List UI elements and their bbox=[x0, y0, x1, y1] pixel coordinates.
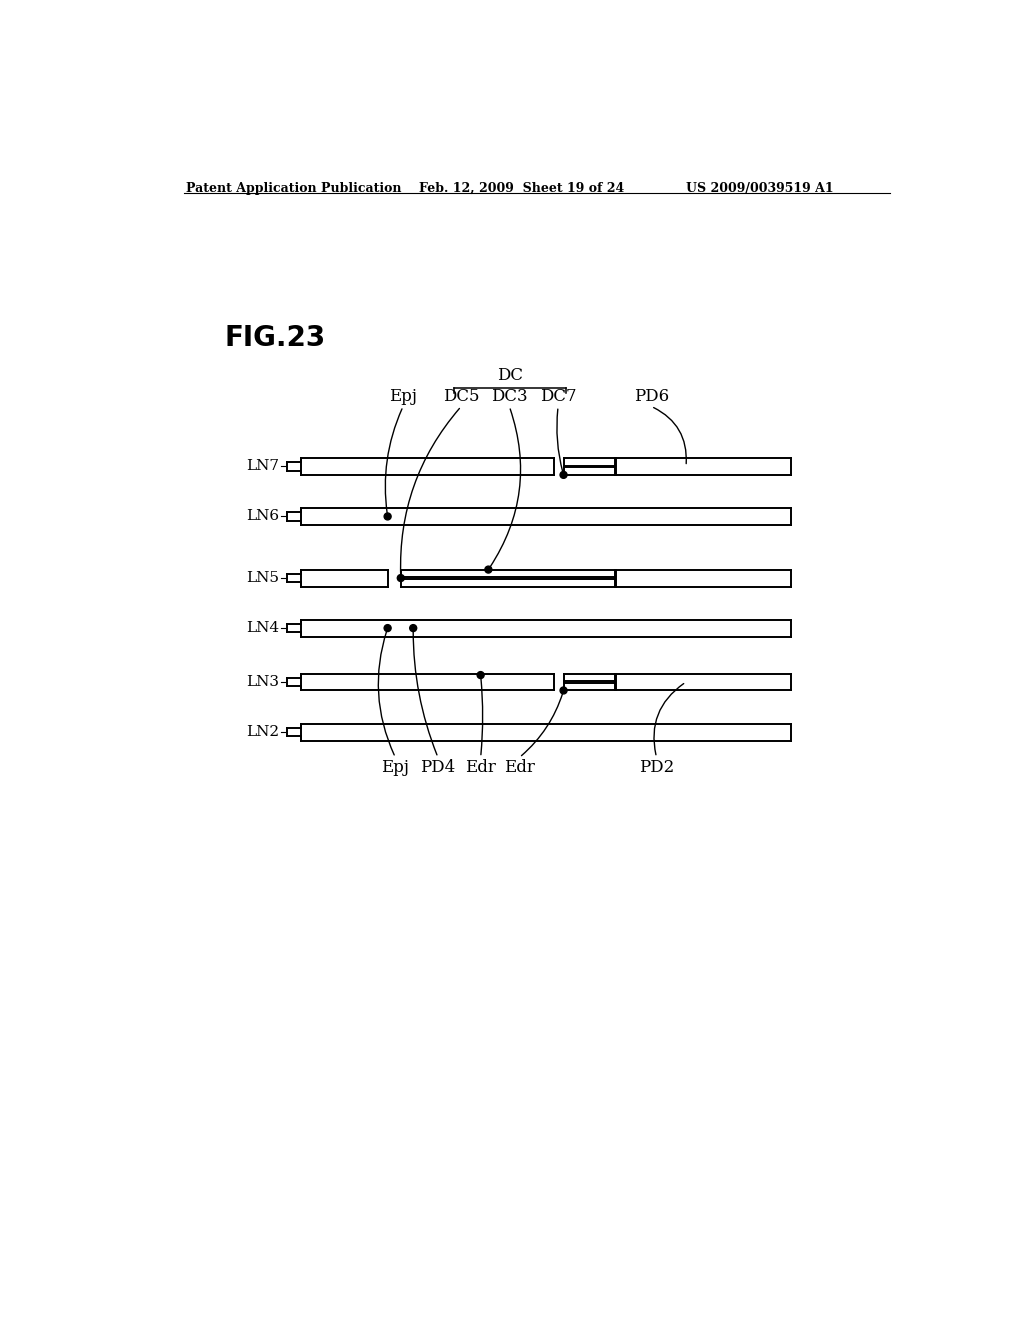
Text: US 2009/0039519 A1: US 2009/0039519 A1 bbox=[686, 182, 834, 194]
Text: LN4: LN4 bbox=[246, 622, 280, 635]
Circle shape bbox=[410, 624, 417, 631]
Text: Patent Application Publication: Patent Application Publication bbox=[186, 182, 401, 194]
Text: DC: DC bbox=[497, 367, 522, 384]
Circle shape bbox=[384, 513, 391, 520]
Text: Epj: Epj bbox=[389, 388, 417, 405]
Text: DC7: DC7 bbox=[540, 388, 577, 405]
Text: Edr: Edr bbox=[465, 759, 496, 776]
Text: LN3: LN3 bbox=[246, 675, 280, 689]
Circle shape bbox=[397, 574, 404, 582]
Circle shape bbox=[560, 471, 567, 478]
Text: DC3: DC3 bbox=[490, 388, 527, 405]
Text: PD2: PD2 bbox=[639, 759, 674, 776]
Circle shape bbox=[384, 624, 391, 631]
Circle shape bbox=[560, 686, 567, 694]
Text: LN7: LN7 bbox=[246, 459, 280, 474]
Text: LN2: LN2 bbox=[246, 725, 280, 739]
Text: LN6: LN6 bbox=[246, 510, 280, 524]
Text: PD4: PD4 bbox=[421, 759, 456, 776]
Text: Edr: Edr bbox=[504, 759, 535, 776]
Text: LN5: LN5 bbox=[246, 572, 280, 585]
Text: FIG.23: FIG.23 bbox=[225, 323, 326, 352]
Circle shape bbox=[477, 672, 484, 678]
Text: Feb. 12, 2009  Sheet 19 of 24: Feb. 12, 2009 Sheet 19 of 24 bbox=[419, 182, 624, 194]
Text: DC5: DC5 bbox=[443, 388, 479, 405]
Circle shape bbox=[485, 566, 492, 573]
Text: PD6: PD6 bbox=[634, 388, 669, 405]
Text: Epj: Epj bbox=[381, 759, 410, 776]
